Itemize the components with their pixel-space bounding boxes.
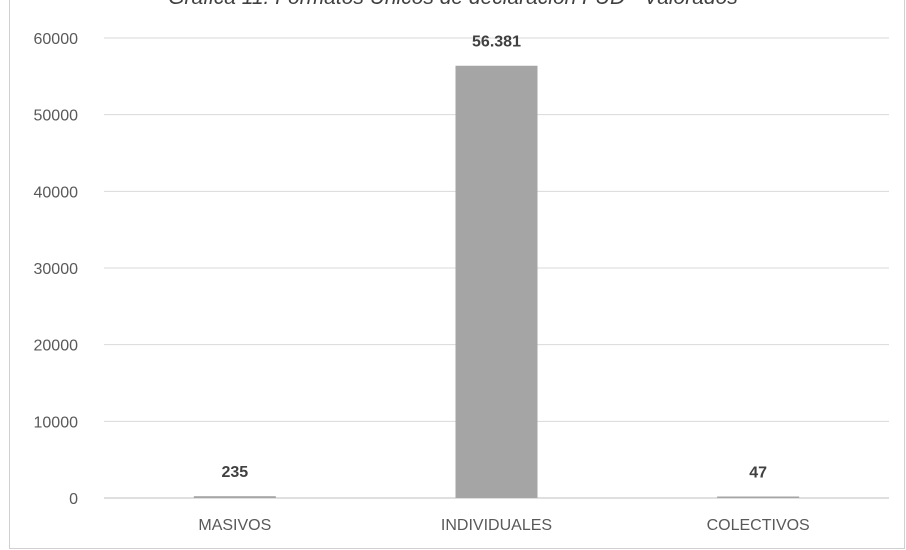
data-labels: 235 56.381 47 [221, 34, 767, 482]
y-tick-label: 40000 [34, 184, 79, 201]
category-label-colectivos: COLECTIVOS [707, 517, 810, 534]
data-label-masivos: 235 [221, 464, 248, 481]
bar-masivos [193, 496, 276, 498]
y-tick-label: 50000 [34, 108, 79, 125]
y-tick-label: 30000 [34, 261, 79, 278]
bars [193, 65, 800, 498]
bar-individuales [455, 65, 538, 498]
x-axis-categories: MASIVOS INDIVIDUALES COLECTIVOS [198, 517, 809, 534]
category-label-individuales: INDIVIDUALES [441, 517, 552, 534]
bar-colectivos [717, 496, 800, 498]
y-tick-label: 0 [69, 491, 78, 508]
data-label-individuales: 56.381 [472, 34, 521, 51]
y-tick-label: 10000 [34, 414, 79, 431]
chart-frame [9, 0, 905, 549]
data-label-colectivos: 47 [749, 465, 767, 482]
y-tick-label: 20000 [34, 338, 79, 355]
y-axis-ticks: 0 10000 20000 30000 40000 50000 60000 [34, 31, 79, 508]
chart-title: Gráfica 11. Formatos Únicos de declaraci… [0, 0, 906, 10]
category-label-masivos: MASIVOS [198, 517, 271, 534]
y-tick-label: 60000 [34, 31, 79, 48]
